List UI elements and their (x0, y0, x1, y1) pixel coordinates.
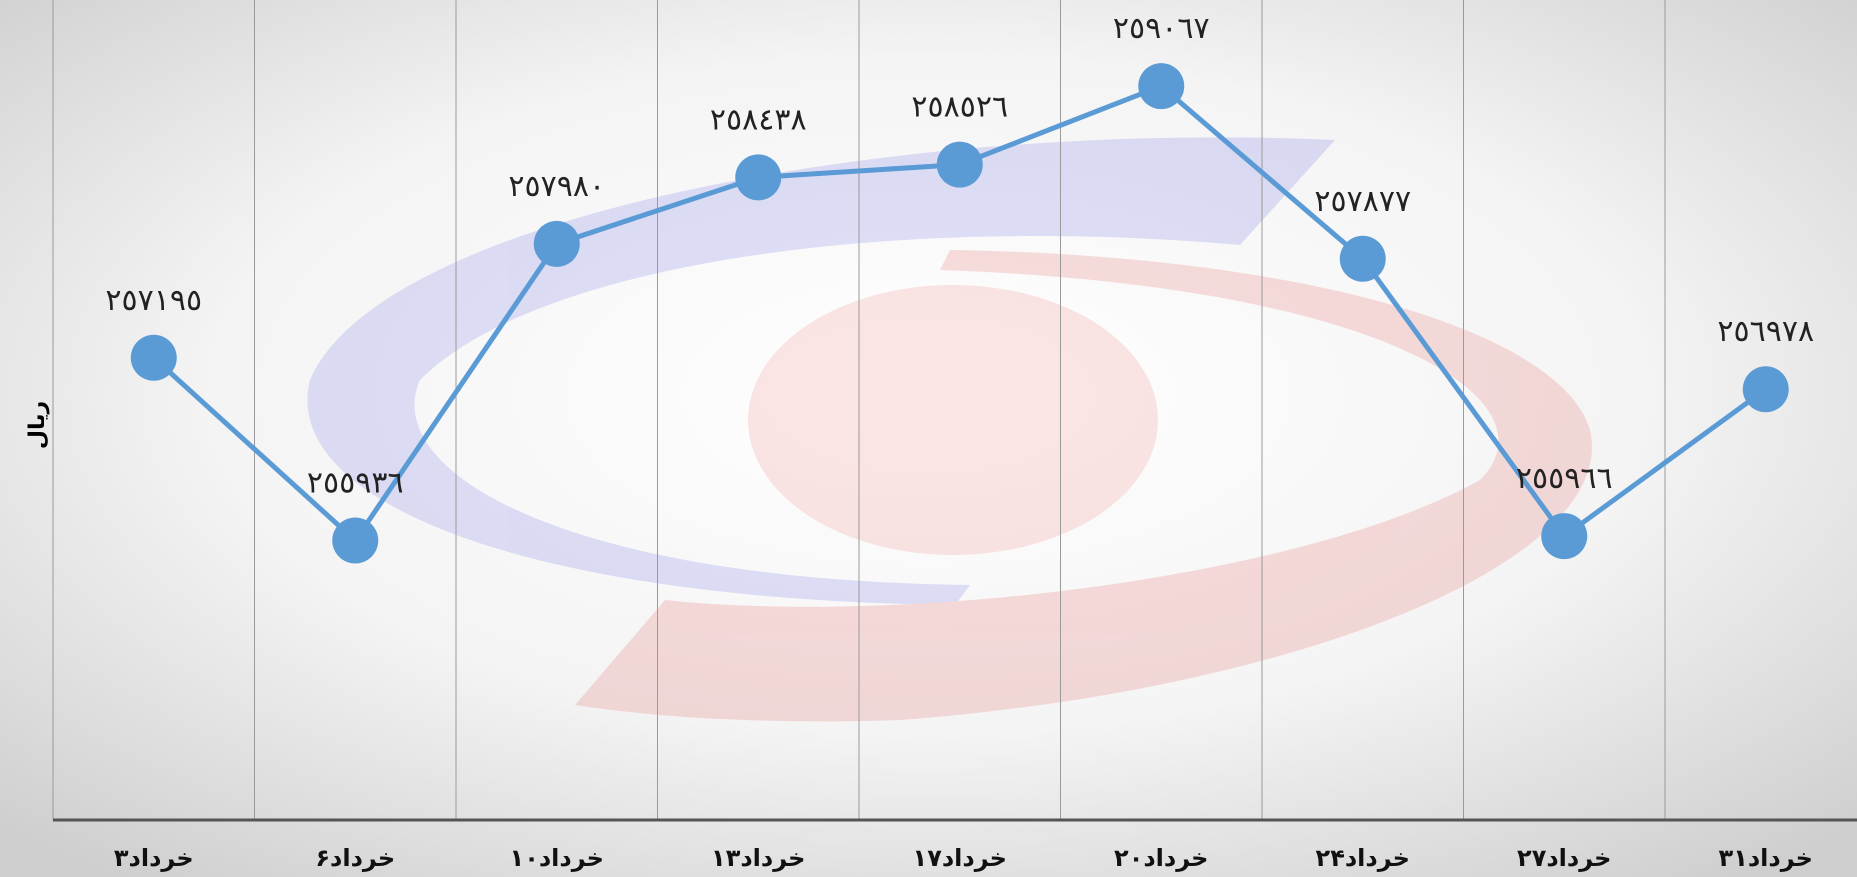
value-label: ٢٥٥٩٣٦ (307, 465, 404, 500)
x-tick-label: ۱۷خرداد (913, 844, 1007, 872)
x-tick-label: ۲۴خرداد (1316, 844, 1410, 872)
y-axis-label: ریال (25, 401, 50, 449)
point (1138, 63, 1185, 110)
x-tick-label: ۱۰خرداد (510, 844, 604, 872)
point (1541, 513, 1588, 560)
x-tick-label: ۶خرداد (315, 844, 395, 872)
x-tick-label: ۱۳خرداد (711, 844, 805, 872)
point (130, 334, 177, 381)
value-label: ٢٥٧١٩٥ (105, 283, 202, 318)
value-label: ٢٥٨٤٣٨ (710, 102, 807, 137)
x-tick-label: ۳خرداد (114, 844, 194, 872)
value-label: ٢٥٦٩٧٨ (1717, 314, 1814, 349)
x-tick-label: ۲۰خرداد (1114, 844, 1208, 872)
point (1339, 235, 1386, 282)
value-label: ٢٥٧٩٨٠ (508, 169, 605, 204)
point (1742, 366, 1789, 413)
x-tick-label: ۳۱خرداد (1719, 844, 1813, 872)
value-label: ٢٥٩٠٦٧ (1113, 11, 1210, 46)
point (332, 517, 379, 564)
value-label: ٢٥٥٩٦٦ (1516, 461, 1613, 496)
point (735, 154, 782, 201)
value-label: ٢٥٧٨٧٧ (1314, 184, 1411, 219)
x-tick-label: ۲۷خرداد (1517, 844, 1611, 872)
value-label: ٢٥٨٥٢٦ (911, 90, 1008, 125)
point (533, 220, 580, 267)
point (936, 141, 983, 188)
